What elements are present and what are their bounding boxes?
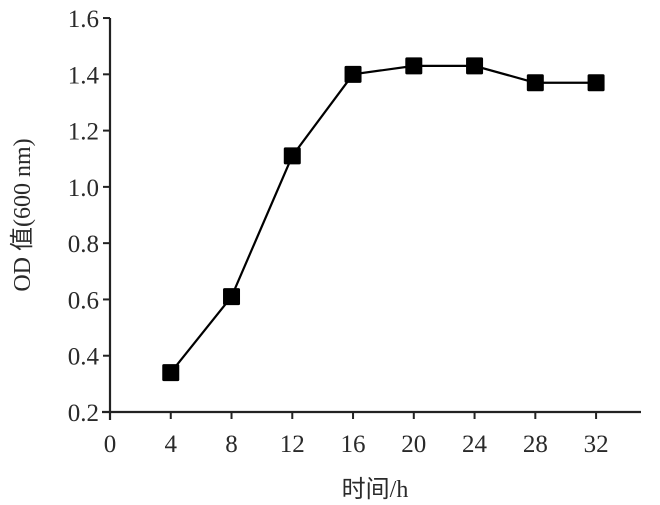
y-axis: 0.2 0.4 0.6 0.8 1.0 1.2 1.4 1.6 [68,6,112,427]
y-axis-title: OD 值(600 nm) [9,138,36,291]
data-point-marker [466,57,484,75]
data-point-marker [405,57,423,75]
x-tick-label: 32 [584,431,609,458]
y-tick-label: 1.6 [68,6,99,33]
x-tick-label: 12 [280,431,305,458]
x-tick-label: 0 [104,431,117,458]
data-point-marker [223,288,241,306]
y-tick-label: 1.0 [68,175,99,202]
y-tick-label: 0.8 [68,231,99,258]
y-tick-label: 0.2 [68,400,99,427]
x-tick-label: 20 [401,431,426,458]
x-axis-title: 时间/h [342,476,409,503]
data-point-marker [587,74,605,92]
x-tick-label: 8 [225,431,238,458]
y-tick-label: 0.6 [68,287,99,314]
data-point-marker [526,74,544,92]
y-tick-label: 1.4 [68,62,100,89]
data-point-marker [344,65,362,83]
x-tick-label: 16 [341,431,366,458]
series-line [169,64,597,374]
y-tick-label: 1.2 [68,119,99,146]
x-tick-label: 28 [523,431,548,458]
data-point-marker [162,364,180,382]
x-tick-label: 4 [165,431,178,458]
data-series [162,57,605,382]
data-point-marker [283,147,301,165]
x-tick-label: 24 [462,431,488,458]
y-tick-label: 0.4 [68,344,100,371]
x-axis: 0 4 8 12 16 20 24 28 32 [102,410,641,458]
